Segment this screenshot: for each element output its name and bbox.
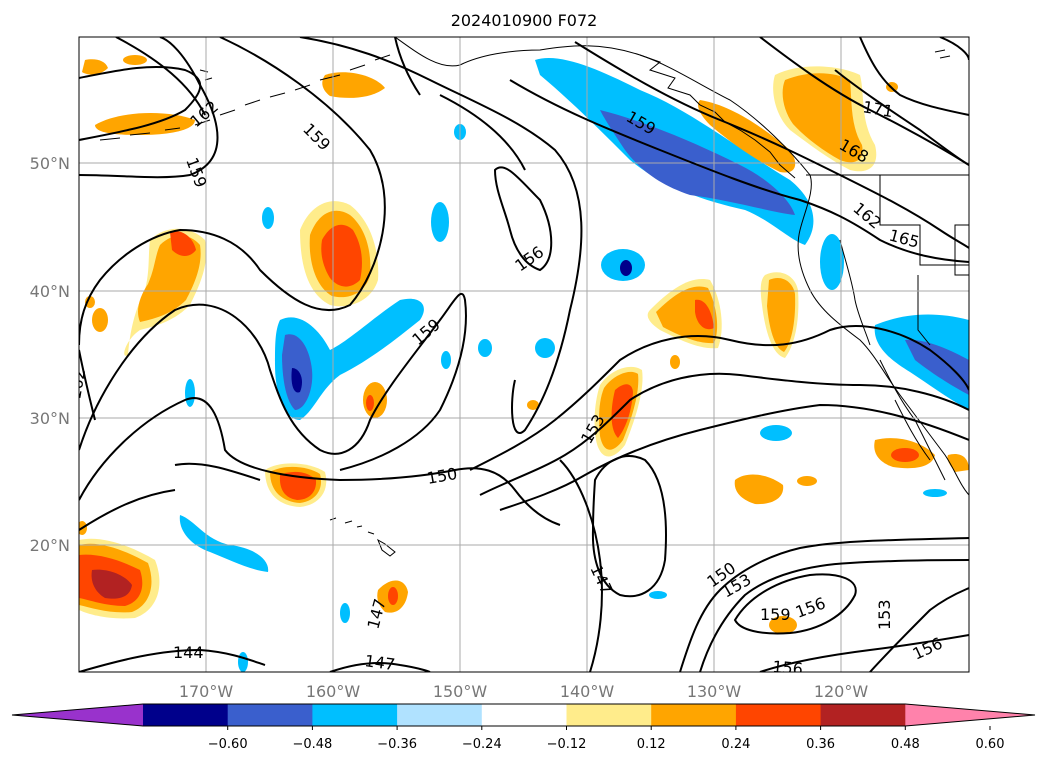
anomaly-shading xyxy=(79,55,969,672)
negative-anomaly-central-peak xyxy=(291,368,303,393)
colorbar-outline xyxy=(11,703,1036,727)
contour-label: 144 xyxy=(173,643,204,662)
contour-line xyxy=(479,372,969,496)
figure-title: 2024010900 F072 xyxy=(451,11,598,30)
lon-label: 120°W xyxy=(814,682,869,701)
contour-label: 156 xyxy=(772,657,804,679)
contour-line xyxy=(699,559,969,672)
aleutian-islands xyxy=(99,54,391,141)
contour-line xyxy=(79,349,96,421)
colorbar-segment xyxy=(143,704,229,726)
colorbar-tick-label: −0.24 xyxy=(462,737,502,752)
lat-label: 50°N xyxy=(30,154,70,173)
lon-label: 130°W xyxy=(687,682,742,701)
lon-label: 160°W xyxy=(306,682,361,701)
negative-anomaly-southeast-core xyxy=(905,339,969,395)
contour-label: 153 xyxy=(875,599,894,630)
lat-lon-grid xyxy=(79,37,969,672)
colorbar-tick-label: −0.60 xyxy=(208,737,248,752)
contour-line xyxy=(574,41,969,249)
negative-anomaly-central xyxy=(275,298,424,420)
colorbar-tick-label: 0.48 xyxy=(891,737,920,752)
lat-label: 30°N xyxy=(30,409,70,428)
contour-line xyxy=(834,69,969,166)
colorbar-extend-low xyxy=(12,704,143,726)
contour-line xyxy=(759,634,969,672)
contour-line xyxy=(79,292,467,471)
longitude-labels: 170°W 160°W 150°W 140°W 130°W 120°W xyxy=(179,682,869,701)
contour-line xyxy=(591,455,667,598)
contour-line xyxy=(79,397,561,526)
contour-line xyxy=(559,459,603,672)
colorbar-tick-label: 0.24 xyxy=(721,737,750,752)
contour-line xyxy=(493,166,553,272)
map-area: 162 159 159 156 159 153 150 147 147 144 … xyxy=(65,37,969,679)
colorbar-segment xyxy=(312,704,398,726)
colorbar-tick-label: −0.48 xyxy=(292,737,332,752)
contour-line xyxy=(499,403,969,511)
latitude-labels: 50°N 40°N 30°N 20°N xyxy=(30,154,70,555)
contour-line xyxy=(79,37,219,179)
colorbar-tick-label: 0.60 xyxy=(976,737,1005,752)
contour-label: 159 xyxy=(760,605,791,624)
positive-anomaly-coast-nw xyxy=(698,100,796,173)
lat-label: 40°N xyxy=(30,282,70,301)
lon-label: 170°W xyxy=(179,682,234,701)
lon-label: 140°W xyxy=(560,682,615,701)
colorbar-tick-label: 0.36 xyxy=(806,737,835,752)
contour-line xyxy=(733,573,857,635)
contour-line xyxy=(329,662,431,672)
colorbar: −0.60 −0.48 −0.36 −0.24 −0.12 0.12 0.24 0.36 0.4… xyxy=(11,703,1036,752)
map-frame xyxy=(78,36,970,673)
colorbar-segment xyxy=(820,704,906,726)
colorbar-extend-high xyxy=(905,704,1035,726)
height-contours xyxy=(79,37,969,672)
colorbar-segment xyxy=(397,704,483,726)
colorbar-segment xyxy=(651,704,737,726)
colorbar-segment xyxy=(227,704,313,726)
contour-line xyxy=(394,37,526,171)
lat-label: 20°N xyxy=(30,536,70,555)
lon-label: 150°W xyxy=(433,682,488,701)
contour-label: 147 xyxy=(363,651,396,674)
contour-line xyxy=(299,37,583,434)
contour-line xyxy=(869,587,969,672)
contour-line xyxy=(509,79,969,263)
colorbar-segment xyxy=(735,704,822,726)
colorbar-segment xyxy=(481,704,567,726)
contour-line xyxy=(759,37,969,166)
contour-line xyxy=(679,537,969,672)
contour-line xyxy=(79,648,266,672)
contour-label: 162 xyxy=(65,367,89,400)
colorbar-tick-label: 0.12 xyxy=(637,737,666,752)
colorbar-tick-label: −0.36 xyxy=(377,737,417,752)
contour-line xyxy=(79,37,386,346)
colorbar-tick-label: −0.12 xyxy=(547,737,587,752)
contour-line xyxy=(79,66,202,141)
contour-line xyxy=(115,37,206,116)
contour-line xyxy=(79,462,261,531)
contour-line xyxy=(469,325,969,471)
colorbar-segment xyxy=(566,704,652,726)
contour-line xyxy=(859,37,969,116)
